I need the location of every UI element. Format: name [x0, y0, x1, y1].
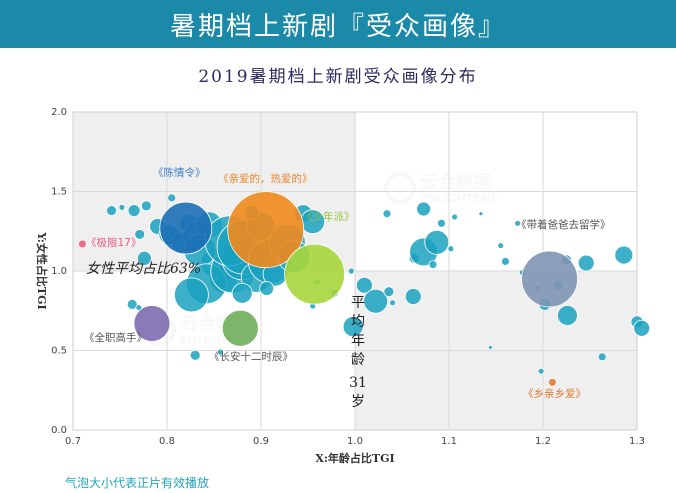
bubble-point	[347, 267, 355, 275]
x-tick-label: 0.7	[65, 436, 81, 447]
bubble-point	[437, 218, 446, 228]
bubble-point	[134, 229, 146, 240]
bubble-point	[500, 257, 510, 266]
bubbles	[78, 191, 651, 387]
x-tick-label: 1.2	[535, 436, 551, 447]
bubble-label: 《亲爱的，热爱的》	[218, 172, 313, 185]
bubble-point-labeled	[548, 377, 557, 387]
svg-text:云合数据: 云合数据	[420, 171, 492, 193]
header-banner	[0, 0, 676, 48]
bubble-point-labeled	[227, 191, 305, 269]
y-tick-label: 0.0	[51, 425, 67, 436]
bubble-point	[167, 193, 177, 203]
bubble-point	[614, 245, 634, 265]
bubble-point-labeled	[284, 243, 345, 305]
x-tick-label: 0.8	[159, 436, 175, 447]
bubble-point	[137, 250, 152, 266]
bubble-labels: 《陈情令》 《亲爱的，热爱的》《少年派》《带着爸爸去留学》《极限17》《全职高手》…	[84, 166, 611, 400]
bubble-point	[231, 282, 253, 304]
y-tick-label: 1.5	[51, 187, 67, 198]
bubble-point	[514, 219, 522, 227]
bubble-point	[537, 367, 545, 375]
bubble-label: 《长安十二时辰》	[209, 350, 293, 363]
bubble-point	[118, 203, 126, 211]
bubble-point	[478, 211, 484, 217]
bubble-point	[424, 229, 450, 255]
bubble-point	[633, 319, 651, 337]
bubble-point	[404, 288, 422, 305]
bubble-size-note: 气泡大小代表正片有效播放	[65, 476, 210, 490]
bubble-point	[355, 276, 373, 294]
bubble-point	[140, 200, 152, 212]
bubble-point	[428, 260, 438, 270]
age-average-label-char: 岁	[351, 394, 365, 410]
grid-lines	[72, 111, 638, 431]
bubble-point	[577, 254, 595, 272]
bubble-point	[597, 352, 607, 362]
bubble-label: 《乡亲乡爱》	[523, 387, 586, 400]
bubble-point	[342, 316, 364, 338]
bubble-label: 《全职高手》	[84, 331, 147, 344]
bubble-label: 《少年派》	[302, 210, 355, 223]
bubble-point	[217, 348, 224, 356]
x-tick-label: 1.1	[441, 436, 457, 447]
bubble-point	[174, 277, 209, 313]
female-average-label: 女性平均占比63%	[86, 261, 201, 277]
bubble-point-labeled	[78, 239, 87, 249]
plot-border	[72, 111, 638, 431]
age-average-label-char: 均	[351, 314, 365, 330]
bubble-point-labeled	[521, 250, 578, 308]
bubble-label: 《极限17》	[86, 236, 141, 249]
bubble-point	[259, 281, 275, 296]
bubble-point-labeled	[133, 305, 171, 342]
bubble-point	[383, 286, 395, 298]
bubble-point	[189, 349, 201, 361]
bubble-point	[135, 304, 143, 311]
bubble-point	[487, 344, 493, 350]
bubble-point	[451, 213, 459, 221]
bubble-point	[389, 299, 397, 307]
y-tick-label: 2.0	[51, 107, 67, 118]
watermark-logo: 云合数据 ENLIGHTENT	[384, 171, 498, 205]
bubble-point	[127, 204, 141, 217]
x-tick-label: 1.3	[629, 436, 645, 447]
age-average-label-char: 31	[349, 375, 367, 391]
bubble-point	[416, 201, 432, 217]
x-tick-label: 1.0	[347, 436, 363, 447]
x-tick-label: 0.9	[253, 436, 269, 447]
axes: X:年龄占比TGI Y:女性占比TGI 0.7 0.8 0.9 1.0 1.1 1.2 1.…	[35, 107, 645, 465]
bubble-point	[126, 298, 138, 310]
bubble-point-labeled	[159, 201, 213, 255]
y-axis-label: Y:女性占比TGI	[35, 231, 49, 309]
svg-text:ENLIGHTENT: ENLIGHTENT	[420, 192, 498, 205]
bubble-point	[382, 209, 392, 219]
chart-title: 2019暑期档上新剧受众画像分布	[198, 67, 478, 87]
x-axis-label: X:年龄占比TGI	[315, 451, 394, 465]
bubble-point	[363, 288, 389, 314]
y-tick-label: 0.5	[51, 346, 67, 357]
bubble-point-labeled	[221, 309, 259, 347]
y-tick-label: 1.0	[51, 266, 67, 277]
bubble-label: 《带着爸爸去留学》	[516, 218, 611, 231]
bubble-point	[497, 242, 505, 249]
age-average-label-char: 年	[351, 333, 365, 349]
bubble-point	[106, 205, 117, 216]
age-average-label-char: 平	[351, 295, 365, 311]
age-average-label-char: 龄	[351, 352, 365, 368]
banner-title: 暑期档上新剧『受众画像』	[169, 12, 506, 42]
bubble-point	[447, 245, 455, 253]
bubble-point	[557, 305, 578, 326]
bubble-label: 《陈情令》	[153, 166, 206, 179]
